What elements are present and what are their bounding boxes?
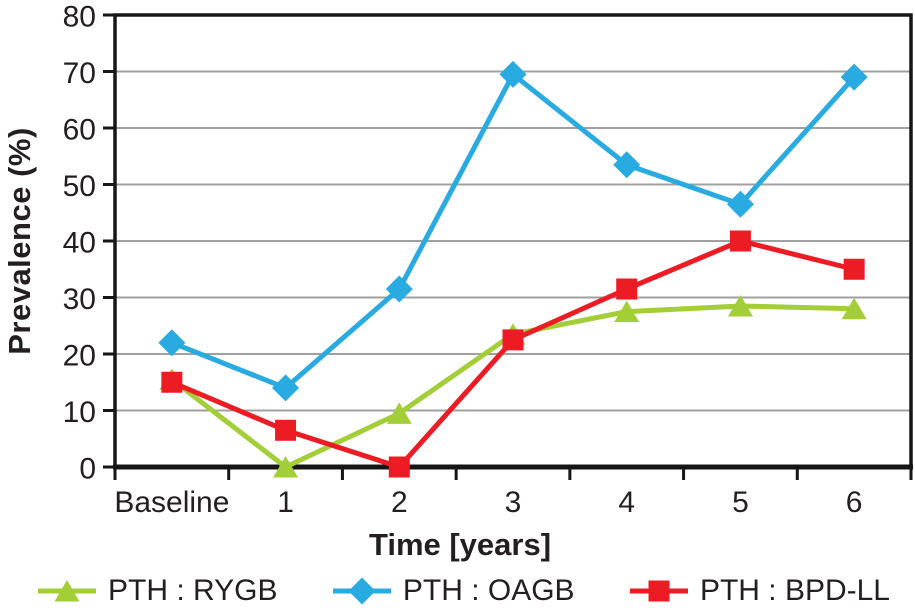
diamond-marker-icon (332, 575, 391, 607)
svg-text:40: 40 (63, 227, 96, 260)
svg-text:20: 20 (63, 340, 96, 373)
square-marker-icon (629, 575, 688, 607)
triangle-marker-icon (38, 575, 96, 607)
svg-text:0: 0 (79, 453, 96, 486)
svg-text:50: 50 (63, 170, 96, 203)
svg-text:3: 3 (505, 486, 522, 519)
svg-text:60: 60 (63, 114, 96, 147)
legend-item-rygb: PTH : RYGB (38, 574, 277, 608)
y-axis-title: Prevalence (%) (2, 127, 37, 355)
svg-text:30: 30 (63, 283, 96, 316)
legend-item-oagb: PTH : OAGB (332, 574, 575, 608)
svg-text:Baseline: Baseline (114, 486, 229, 519)
legend-item-bpdll: PTH : BPD-LL (629, 574, 890, 608)
x-axis-title: Time [years] (368, 527, 552, 562)
legend-label-rygb: PTH : RYGB (108, 574, 278, 607)
svg-text:70: 70 (63, 57, 96, 90)
svg-text:80: 80 (63, 1, 96, 34)
svg-text:1: 1 (277, 486, 294, 519)
legend-label-oagb: PTH : OAGB (402, 574, 575, 607)
svg-text:10: 10 (63, 396, 96, 429)
svg-text:4: 4 (618, 486, 635, 519)
legend-label-bpdll: PTH : BPD-LL (699, 574, 890, 607)
svg-text:5: 5 (732, 486, 749, 519)
legend: PTH : RYGB PTH : OAGB PTH : BPD-LL (38, 572, 890, 610)
svg-text:2: 2 (391, 486, 408, 519)
svg-text:6: 6 (846, 486, 863, 519)
